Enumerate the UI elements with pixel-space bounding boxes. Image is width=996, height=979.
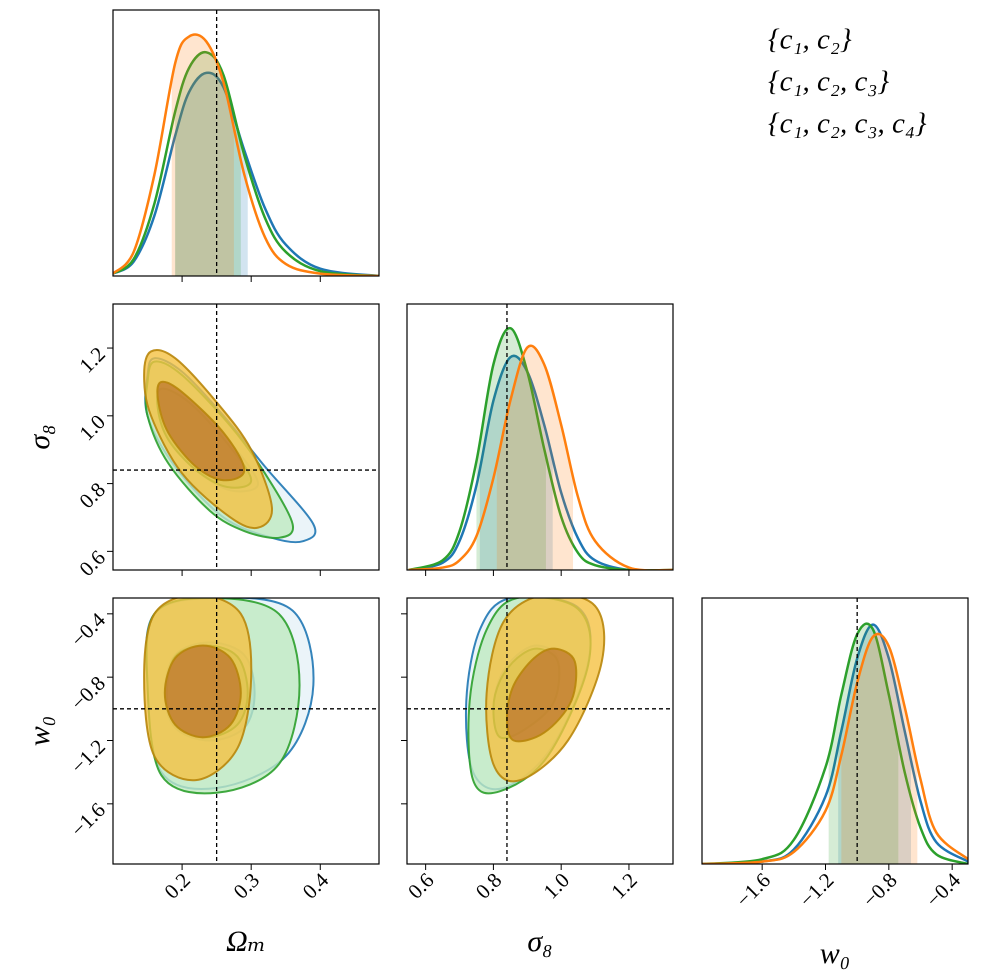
x-tick-label: 1.2 xyxy=(606,868,642,904)
y-tick-label: −1.6 xyxy=(66,798,110,842)
credible-band xyxy=(479,355,553,570)
marginal-curve xyxy=(113,71,379,276)
marginal-curve xyxy=(702,632,968,864)
credible-band xyxy=(828,623,899,864)
x-tick-label: 1.0 xyxy=(539,868,575,904)
credible-band xyxy=(496,345,574,570)
x-tick-label: −1.2 xyxy=(795,868,839,912)
marginal-curve xyxy=(702,623,968,864)
credible-band xyxy=(175,52,241,276)
marginal-curve xyxy=(408,344,673,570)
marginal-curve xyxy=(408,326,673,570)
x-axis-label: σ₈ xyxy=(527,925,552,958)
credible-band xyxy=(171,34,234,276)
y-axis-label: σ₈ xyxy=(23,424,56,449)
x-tick-label: 0.3 xyxy=(229,868,265,904)
x-tick-label: −0.4 xyxy=(921,868,965,912)
x-tick-label: −0.8 xyxy=(858,868,902,912)
y-tick-label: 0.8 xyxy=(74,478,110,514)
y-tick-label: 1.2 xyxy=(74,342,110,378)
panel-frame xyxy=(406,597,674,865)
legend-entry: {c₁, c₂, c₃} xyxy=(768,66,889,98)
panel xyxy=(113,304,379,570)
panel-frame xyxy=(112,9,380,277)
y-tick-label: −0.8 xyxy=(66,671,110,715)
x-axis-label: Ωₘ xyxy=(226,925,266,958)
credible-band xyxy=(841,634,918,864)
legend-entry: {c₁, c₂, c₃, c₄} xyxy=(768,108,927,140)
contour xyxy=(505,647,578,743)
contour xyxy=(163,644,242,739)
panel-frame xyxy=(406,303,674,571)
x-axis-label: w₀ xyxy=(820,937,850,970)
x-tick-label: 0.4 xyxy=(298,868,334,904)
panel-frame xyxy=(701,597,969,865)
panel-frame xyxy=(112,303,380,571)
y-tick-label: 0.6 xyxy=(74,545,110,581)
marginal-curve xyxy=(702,622,968,864)
panel xyxy=(113,10,379,276)
y-axis-label: w₀ xyxy=(23,716,56,746)
x-tick-label: 0.2 xyxy=(159,868,195,904)
legend-entry: {c₁, c₂} xyxy=(768,24,852,56)
marginal-curve xyxy=(113,33,379,276)
credible-band xyxy=(175,72,248,276)
x-tick-label: −1.6 xyxy=(731,868,775,912)
y-tick-label: −0.4 xyxy=(66,607,110,651)
panel xyxy=(407,598,673,864)
x-tick-label: 0.6 xyxy=(403,868,439,904)
contour xyxy=(156,380,246,482)
y-tick-label: −1.2 xyxy=(66,734,110,778)
credible-band xyxy=(476,328,546,570)
y-tick-label: 1.0 xyxy=(74,410,110,446)
x-tick-label: 0.8 xyxy=(471,868,507,904)
panel xyxy=(113,598,379,864)
panel xyxy=(408,304,673,570)
panel xyxy=(702,598,968,864)
panel-frame xyxy=(112,597,380,865)
